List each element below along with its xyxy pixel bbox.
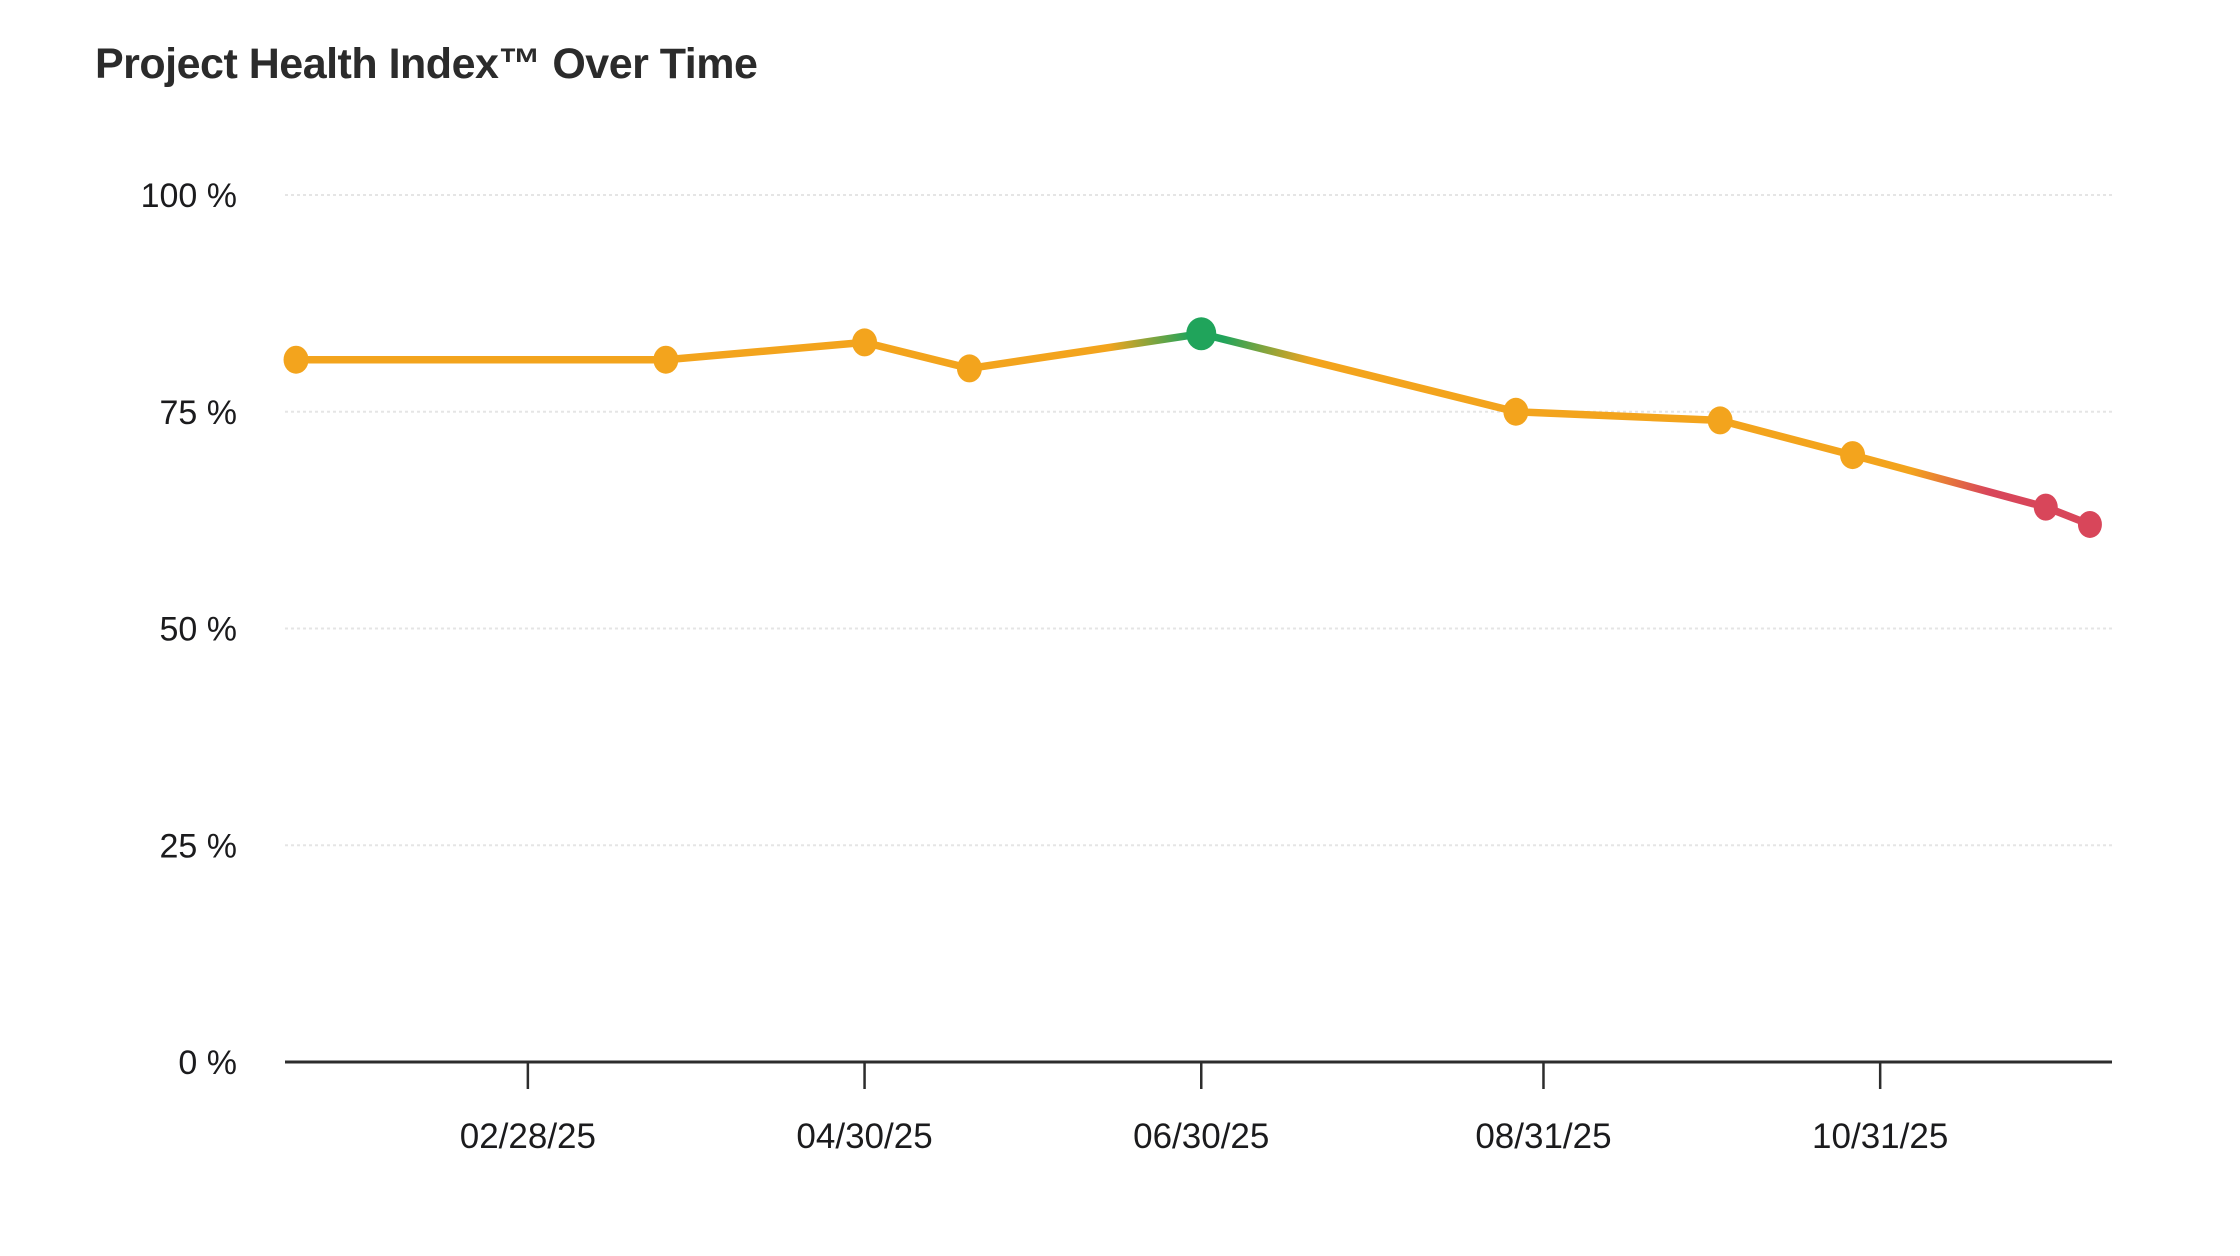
y-axis-label: 50 %	[160, 611, 238, 649]
x-axis-label: 10/31/25	[1812, 1117, 1948, 1156]
data-point[interactable]	[1503, 397, 1529, 426]
y-axis-label: 0 %	[178, 1044, 237, 1082]
y-axis-label: 100 %	[141, 177, 237, 215]
line-segment	[1848, 451, 2050, 511]
line-segment	[965, 329, 1206, 373]
x-axis-label: 04/30/25	[796, 1117, 932, 1156]
data-point[interactable]	[1707, 406, 1733, 435]
data-point[interactable]	[283, 345, 309, 374]
x-axis-label: 02/28/25	[460, 1117, 596, 1156]
line-segment	[1512, 408, 1724, 425]
x-axis-label: 06/30/25	[1133, 1117, 1269, 1156]
y-axis-label: 75 %	[160, 394, 238, 432]
x-axis-label: 08/31/25	[1475, 1117, 1611, 1156]
data-point[interactable]	[1186, 317, 1217, 351]
data-point[interactable]	[852, 328, 878, 357]
line-segment	[1197, 329, 1520, 416]
data-point[interactable]	[1840, 441, 1866, 470]
line-segment	[860, 338, 974, 373]
data-point[interactable]	[2077, 510, 2102, 538]
y-axis-label: 25 %	[160, 827, 238, 865]
data-point[interactable]	[956, 354, 982, 383]
data-point[interactable]	[2033, 493, 2058, 521]
line-segment	[662, 338, 869, 364]
line-segment	[1716, 416, 1857, 459]
data-point[interactable]	[653, 345, 679, 374]
chart-title: Project Health Index™ Over Time	[95, 40, 758, 88]
